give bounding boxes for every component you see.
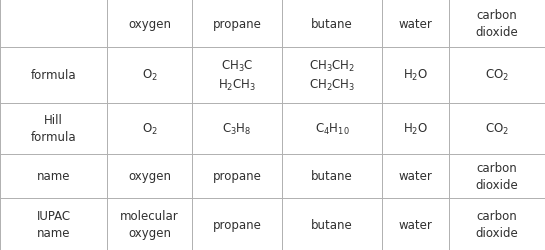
Text: propane: propane	[213, 170, 262, 183]
Text: water: water	[398, 18, 432, 30]
Text: O$_2$: O$_2$	[142, 121, 158, 136]
Text: formula: formula	[31, 69, 76, 82]
Text: CO$_2$: CO$_2$	[485, 121, 509, 136]
Text: CH$_3$C
H$_2$CH$_3$: CH$_3$C H$_2$CH$_3$	[218, 58, 256, 93]
Text: name: name	[37, 170, 70, 183]
Text: butane: butane	[311, 170, 353, 183]
Text: IUPAC
name: IUPAC name	[37, 209, 70, 239]
Text: Hill
formula: Hill formula	[31, 114, 76, 144]
Text: H$_2$O: H$_2$O	[403, 68, 428, 83]
Text: C$_3$H$_8$: C$_3$H$_8$	[222, 121, 252, 136]
Text: water: water	[398, 218, 432, 231]
Text: H$_2$O: H$_2$O	[403, 121, 428, 136]
Text: CO$_2$: CO$_2$	[485, 68, 509, 83]
Text: butane: butane	[311, 18, 353, 30]
Text: C$_4$H$_{10}$: C$_4$H$_{10}$	[314, 121, 349, 136]
Text: carbon
dioxide: carbon dioxide	[476, 161, 518, 191]
Text: carbon
dioxide: carbon dioxide	[476, 209, 518, 239]
Text: propane: propane	[213, 218, 262, 231]
Text: propane: propane	[213, 18, 262, 30]
Text: oxygen: oxygen	[128, 18, 171, 30]
Text: molecular
oxygen: molecular oxygen	[120, 209, 179, 239]
Text: oxygen: oxygen	[128, 170, 171, 183]
Text: CH$_3$CH$_2$
CH$_2$CH$_3$: CH$_3$CH$_2$ CH$_2$CH$_3$	[309, 58, 355, 93]
Text: butane: butane	[311, 218, 353, 231]
Text: carbon
dioxide: carbon dioxide	[476, 9, 518, 39]
Text: water: water	[398, 170, 432, 183]
Text: O$_2$: O$_2$	[142, 68, 158, 83]
